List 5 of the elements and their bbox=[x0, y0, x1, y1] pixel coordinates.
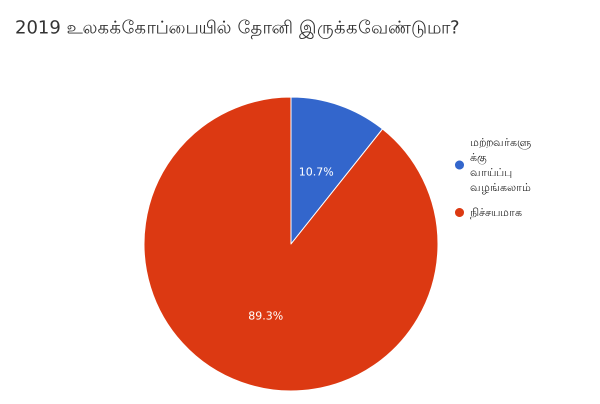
legend-label: மற்றவர்களுக்கு வாய்ப்பு வழங்கலாம் bbox=[470, 136, 531, 194]
data-label: 10.7% bbox=[298, 165, 334, 178]
chart-title: 2019 உலகக்கோப்பையில் தோனி இருக்கவேண்டுமா? bbox=[15, 18, 460, 40]
legend-label: நிச்சயமாக bbox=[470, 206, 522, 219]
data-label: 89.3% bbox=[248, 310, 284, 323]
